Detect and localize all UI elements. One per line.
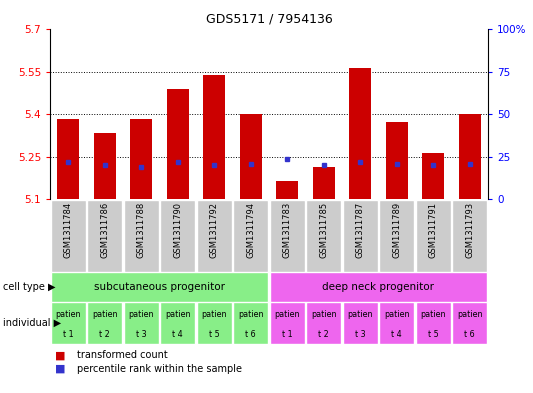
Text: individual ▶: individual ▶ bbox=[3, 318, 61, 327]
Text: ■: ■ bbox=[55, 364, 66, 374]
Text: deep neck progenitor: deep neck progenitor bbox=[322, 281, 434, 292]
Text: t 6: t 6 bbox=[464, 330, 475, 339]
Bar bbox=[130, 119, 152, 200]
Bar bbox=[197, 200, 232, 272]
Bar bbox=[270, 200, 305, 272]
Bar bbox=[160, 301, 195, 343]
Text: t 6: t 6 bbox=[245, 330, 256, 339]
Text: GSM1311788: GSM1311788 bbox=[137, 202, 146, 258]
Text: transformed count: transformed count bbox=[77, 350, 167, 360]
Bar bbox=[452, 200, 487, 272]
Text: t 4: t 4 bbox=[391, 330, 402, 339]
Text: GSM1311793: GSM1311793 bbox=[465, 202, 474, 258]
Bar bbox=[343, 301, 378, 343]
Bar bbox=[379, 200, 414, 272]
Bar bbox=[203, 75, 225, 200]
Bar bbox=[167, 89, 189, 200]
Text: GSM1311783: GSM1311783 bbox=[282, 202, 292, 258]
Text: t 5: t 5 bbox=[428, 330, 439, 339]
Text: t 1: t 1 bbox=[282, 330, 293, 339]
Text: patien: patien bbox=[92, 310, 117, 319]
Text: patien: patien bbox=[238, 310, 263, 319]
Bar bbox=[416, 301, 451, 343]
Bar bbox=[233, 301, 268, 343]
Text: patien: patien bbox=[128, 310, 154, 319]
Text: ■: ■ bbox=[55, 350, 66, 360]
Text: patien: patien bbox=[201, 310, 227, 319]
Bar bbox=[51, 200, 86, 272]
Bar bbox=[386, 121, 408, 200]
Bar bbox=[124, 200, 159, 272]
Text: GSM1311785: GSM1311785 bbox=[319, 202, 328, 258]
Text: GSM1311792: GSM1311792 bbox=[210, 202, 219, 258]
Bar bbox=[124, 301, 159, 343]
Bar bbox=[87, 301, 122, 343]
Text: t 1: t 1 bbox=[63, 330, 74, 339]
Text: patien: patien bbox=[55, 310, 81, 319]
Bar bbox=[416, 200, 451, 272]
Text: patien: patien bbox=[457, 310, 482, 319]
Text: t 2: t 2 bbox=[99, 330, 110, 339]
Bar bbox=[94, 133, 116, 200]
Bar bbox=[58, 119, 79, 200]
Bar bbox=[379, 301, 414, 343]
Text: t 2: t 2 bbox=[318, 330, 329, 339]
Text: patien: patien bbox=[311, 310, 336, 319]
Text: patien: patien bbox=[384, 310, 409, 319]
Text: GSM1311790: GSM1311790 bbox=[173, 202, 182, 258]
Text: cell type ▶: cell type ▶ bbox=[3, 281, 55, 292]
Text: t 5: t 5 bbox=[209, 330, 220, 339]
Bar bbox=[270, 301, 305, 343]
Bar bbox=[87, 200, 122, 272]
Text: patien: patien bbox=[165, 310, 190, 319]
Title: GDS5171 / 7954136: GDS5171 / 7954136 bbox=[206, 13, 333, 26]
Text: patien: patien bbox=[421, 310, 446, 319]
Text: GSM1311784: GSM1311784 bbox=[64, 202, 72, 258]
Text: percentile rank within the sample: percentile rank within the sample bbox=[77, 364, 241, 374]
Text: GSM1311787: GSM1311787 bbox=[356, 202, 365, 258]
Bar bbox=[349, 68, 371, 200]
Bar bbox=[306, 200, 341, 272]
Bar bbox=[197, 301, 232, 343]
Bar bbox=[51, 301, 86, 343]
Text: t 3: t 3 bbox=[136, 330, 147, 339]
Bar bbox=[459, 114, 481, 200]
Bar bbox=[422, 153, 444, 200]
Bar bbox=[313, 167, 335, 200]
Bar bbox=[270, 272, 487, 301]
Bar bbox=[233, 200, 268, 272]
Bar bbox=[343, 200, 378, 272]
Bar bbox=[452, 301, 487, 343]
Text: GSM1311786: GSM1311786 bbox=[100, 202, 109, 258]
Text: GSM1311789: GSM1311789 bbox=[392, 202, 401, 258]
Text: GSM1311791: GSM1311791 bbox=[429, 202, 438, 258]
Text: subcutaneous progenitor: subcutaneous progenitor bbox=[94, 281, 225, 292]
Bar bbox=[160, 200, 195, 272]
Bar bbox=[51, 272, 268, 301]
Text: patien: patien bbox=[348, 310, 373, 319]
Bar bbox=[276, 181, 298, 200]
Text: GSM1311794: GSM1311794 bbox=[246, 202, 255, 258]
Bar bbox=[306, 301, 341, 343]
Text: t 3: t 3 bbox=[355, 330, 366, 339]
Text: patien: patien bbox=[274, 310, 300, 319]
Bar bbox=[240, 114, 262, 200]
Text: t 4: t 4 bbox=[173, 330, 183, 339]
